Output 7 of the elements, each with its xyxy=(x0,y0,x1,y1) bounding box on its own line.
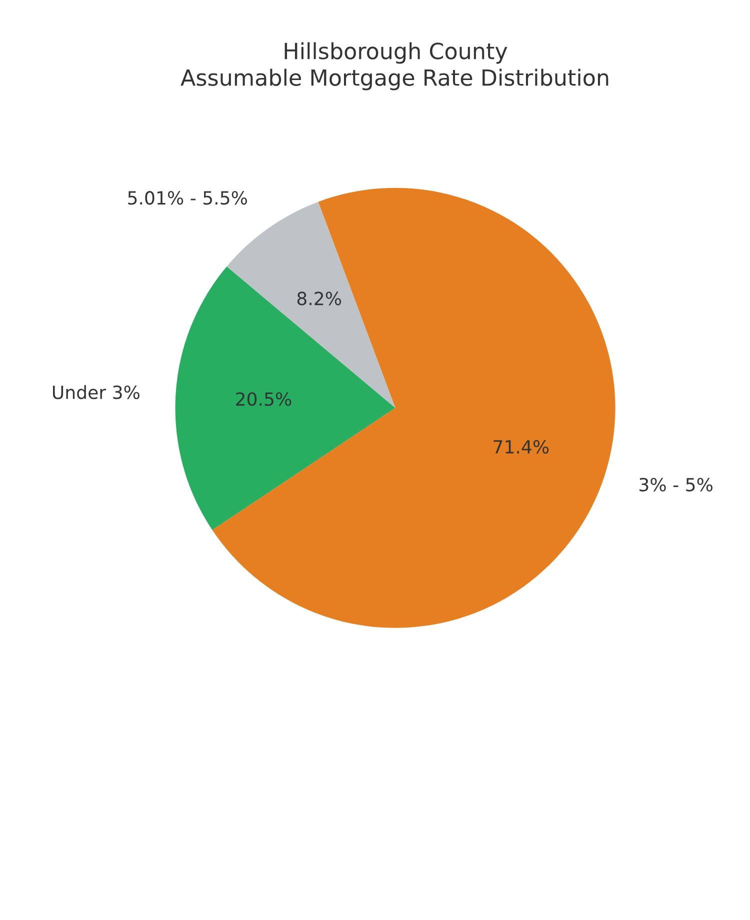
data-label: 71.4% xyxy=(494,440,549,454)
data-label: 8.2% xyxy=(297,292,342,306)
chart-title: Hillsborough County Assumable Mortgage Rate Distribution xyxy=(180,42,608,90)
slice-label: 3% - 5% xyxy=(640,478,712,492)
data-label: 20.5% xyxy=(236,392,292,406)
slice-label: Under 3% xyxy=(52,385,140,400)
slice-label: 5.01% - 5.5% xyxy=(128,191,247,205)
